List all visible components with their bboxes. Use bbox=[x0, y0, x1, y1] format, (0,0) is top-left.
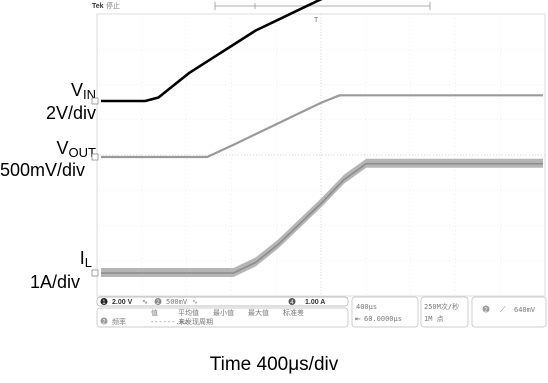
meas-mean-header: 平均值 bbox=[178, 308, 199, 317]
readout-ch-box bbox=[96, 296, 349, 307]
ground-marker-il bbox=[91, 269, 99, 277]
il-label: IL bbox=[0, 248, 92, 273]
meas-value-header: 值 bbox=[151, 308, 158, 317]
meas-value: ------.Hz bbox=[150, 318, 188, 326]
vout-label-main: V bbox=[56, 138, 69, 158]
meas-std-header: 标准差 bbox=[283, 308, 304, 317]
ch1-coupling-icon: ∿ bbox=[142, 298, 148, 306]
vin-label-main: V bbox=[70, 80, 83, 100]
trigger-slope-icon: ⟋ bbox=[500, 305, 506, 314]
time-offset-icon: ⇤ bbox=[355, 315, 361, 323]
ch4-scale: 1.00 A bbox=[305, 299, 325, 306]
vout-label: VOUT bbox=[0, 138, 96, 163]
time-axis-label: Time 400μs/div bbox=[209, 354, 339, 375]
ground-marker-vout bbox=[91, 153, 99, 161]
trace-il bbox=[101, 162, 543, 274]
ch1-scale: 2.00 V bbox=[112, 299, 133, 306]
sample-rate: 250M次/秒 bbox=[424, 302, 459, 311]
timebase-box bbox=[351, 296, 419, 328]
trigger-position-marker: T bbox=[314, 16, 319, 24]
ch4-num: 4 bbox=[290, 300, 294, 306]
trigger-level: 640mV bbox=[514, 306, 536, 314]
ch1-num: 1 bbox=[102, 300, 106, 306]
trigger-ch-num: 2 bbox=[484, 308, 488, 314]
time-offset: 60.0000μs bbox=[364, 315, 402, 323]
meas-name: 频率 bbox=[112, 317, 126, 326]
ch4-badge bbox=[288, 298, 296, 305]
ch2-coupling-icon: ∿ bbox=[192, 298, 198, 306]
oscilloscope-screen: Tek 停止 T 1 2.00 V ∿ 2 500mV ∿ 4 1.00 A 值… bbox=[91, 0, 547, 328]
trigger-ch-badge bbox=[482, 305, 490, 313]
meas-ch-num: 2 bbox=[102, 320, 106, 326]
readout-panel: 1 2.00 V ∿ 2 500mV ∿ 4 1.00 A 值 平均值 最小值 … bbox=[96, 296, 547, 328]
ch2-badge bbox=[154, 298, 162, 305]
trigger-box bbox=[471, 296, 547, 328]
vin-scale-label: 2V/div bbox=[45, 103, 96, 123]
il-label-main: I bbox=[79, 248, 85, 268]
il-scale-label: 1A/div bbox=[29, 272, 80, 292]
vout-label-sub: OUT bbox=[68, 145, 96, 160]
meas-min-header: 最小值 bbox=[213, 308, 234, 317]
meas-note: 未发现周期 bbox=[178, 317, 213, 326]
trace-vin bbox=[101, 0, 323, 103]
meas-max-header: 最大值 bbox=[248, 308, 269, 317]
record-length: 1M 点 bbox=[424, 315, 444, 323]
trace-vout bbox=[101, 94, 543, 159]
measurement-box bbox=[96, 307, 349, 328]
ground-marker-vin bbox=[91, 97, 99, 105]
scope-brand: Tek bbox=[92, 3, 104, 10]
ch2-scale: 500mV bbox=[166, 298, 188, 306]
meas-ch-badge bbox=[100, 317, 108, 325]
channel-markers bbox=[91, 97, 99, 277]
record-window-bracket bbox=[214, 2, 431, 10]
traces bbox=[101, 0, 543, 277]
scope-grid bbox=[96, 13, 546, 297]
il-ripple-band bbox=[101, 158, 543, 277]
scope-status: 停止 bbox=[106, 1, 120, 10]
ch2-num: 2 bbox=[156, 300, 160, 306]
time-scale: 400μs bbox=[356, 303, 377, 311]
acquisition-box bbox=[420, 296, 469, 328]
il-label-sub: L bbox=[84, 255, 92, 270]
ch1-badge bbox=[100, 298, 108, 305]
vout-scale-label: 500mV/div bbox=[0, 160, 86, 180]
